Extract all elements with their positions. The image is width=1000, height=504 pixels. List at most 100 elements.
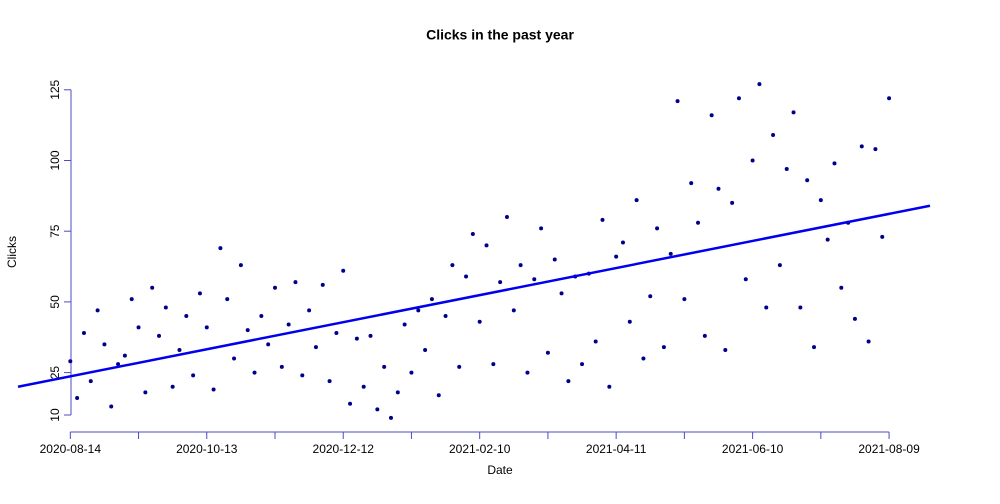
point [334,331,339,336]
point [272,285,277,290]
point [750,158,755,163]
point [559,291,564,296]
point [218,246,223,251]
point [709,113,714,118]
point [675,99,680,104]
point [68,359,73,364]
y-tick-label: 75 [48,224,62,238]
point [429,297,434,302]
point [259,314,264,319]
point [170,384,175,389]
point [777,263,782,268]
point [416,308,421,313]
point [743,277,748,282]
point [150,285,155,290]
point [197,291,202,296]
y-tick-label: 125 [48,79,62,99]
point [320,282,325,287]
point [689,181,694,186]
point [116,362,121,367]
point [873,147,878,152]
point [668,251,673,256]
point [491,362,496,367]
point [307,308,312,313]
point [839,285,844,290]
point [504,215,509,220]
point [791,110,796,115]
point [177,347,182,352]
point [443,314,448,319]
point [552,257,557,262]
point [545,350,550,355]
point [341,268,346,273]
point [95,308,100,313]
x-axis-label: Date [487,463,513,477]
point [859,144,864,149]
point [211,387,216,392]
point [300,373,305,378]
point [464,274,469,279]
point [593,339,598,344]
point [607,384,612,389]
x-tick-label: 2021-06-10 [722,442,784,456]
point [348,401,353,406]
point [648,294,653,299]
point [682,297,687,302]
point [232,356,237,361]
point [532,277,537,282]
point [395,390,400,395]
point [423,347,428,352]
point [511,308,516,313]
point [805,178,810,183]
point [157,333,162,338]
y-tick-label: 25 [48,366,62,380]
point [696,220,701,225]
point [450,263,455,268]
point [716,186,721,191]
x-tick-label: 2021-02-10 [449,442,511,456]
point [641,356,646,361]
point [191,373,196,378]
point [784,166,789,171]
point [184,314,189,319]
point [730,200,735,205]
point [81,331,86,336]
point [866,339,871,344]
point [122,353,127,358]
point [327,379,332,384]
point [286,322,291,327]
point [436,393,441,398]
point [736,96,741,101]
point [498,280,503,285]
point [225,297,230,302]
point [566,379,571,384]
point [245,328,250,333]
point [252,370,257,375]
point [163,305,168,310]
chart-title: Clicks in the past year [426,27,574,43]
x-tick-label: 2021-08-09 [858,442,920,456]
point [102,342,107,347]
point [852,316,857,321]
point [477,319,482,324]
point [702,333,707,338]
point [293,280,298,285]
point [771,133,776,138]
point [109,404,114,409]
point [388,415,393,420]
y-tick-label: 100 [48,150,62,170]
x-tick-label: 2020-10-13 [176,442,238,456]
point [634,198,639,203]
point [354,336,359,341]
point [812,345,817,350]
y-axis-label: Clicks [5,236,19,268]
point [723,347,728,352]
point [375,407,380,412]
point [457,364,462,369]
point [525,370,530,375]
point [518,263,523,268]
point [75,396,80,401]
point [825,237,830,242]
point [580,362,585,367]
